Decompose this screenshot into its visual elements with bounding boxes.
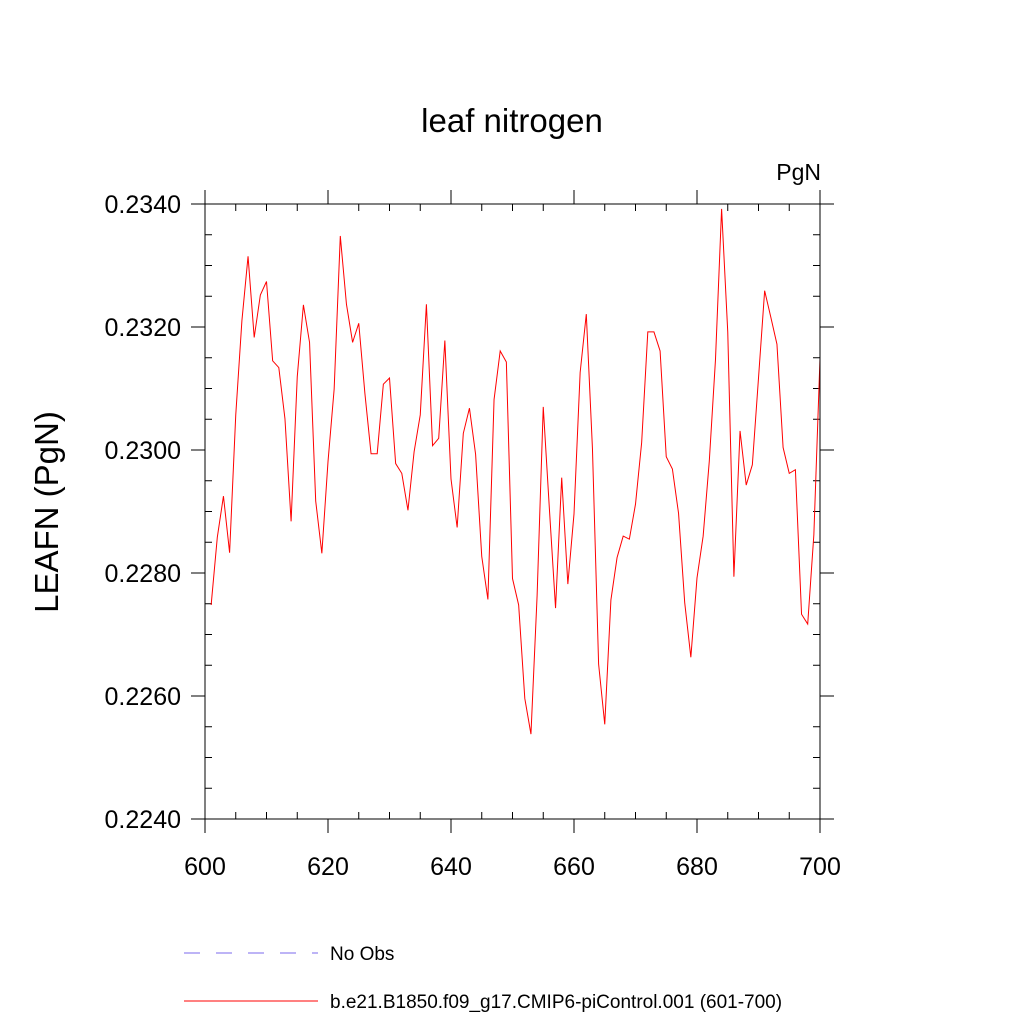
tick-labels: 600 620 640 660 680 700 0.2240 0.2260 0.2280 0.23… bbox=[105, 191, 841, 881]
y-tick-label: 0.2260 bbox=[105, 683, 181, 711]
units-label: PgN bbox=[776, 159, 821, 185]
plot-frame bbox=[204, 203, 821, 820]
x-tick-label: 600 bbox=[184, 853, 226, 881]
y-tick-label: 0.2320 bbox=[105, 314, 181, 342]
y-tick-label: 0.2280 bbox=[105, 560, 181, 588]
y-tick-label: 0.2340 bbox=[105, 191, 181, 219]
series-lines bbox=[210, 208, 821, 735]
y-tick-label: 0.2240 bbox=[105, 806, 181, 834]
x-tick-label: 680 bbox=[676, 853, 718, 881]
series-line-picontrol bbox=[210, 208, 821, 735]
y-axis-label: LEAFN (PgN) bbox=[28, 411, 65, 613]
legend-label-picontrol: b.e21.B1850.f09_g17.CMIP6-piControl.001 … bbox=[330, 992, 782, 1013]
legend-label-no-obs: No Obs bbox=[330, 944, 394, 965]
y-tick-label: 0.2300 bbox=[105, 437, 181, 465]
x-tick-label: 660 bbox=[553, 853, 595, 881]
x-tick-label: 640 bbox=[430, 853, 472, 881]
chart-title: leaf nitrogen bbox=[421, 102, 603, 139]
legend: No Obs b.e21.B1850.f09_g17.CMIP6-piContr… bbox=[184, 944, 782, 1013]
tick-marks bbox=[191, 190, 834, 833]
x-tick-label: 620 bbox=[307, 853, 349, 881]
x-tick-label: 700 bbox=[799, 853, 841, 881]
